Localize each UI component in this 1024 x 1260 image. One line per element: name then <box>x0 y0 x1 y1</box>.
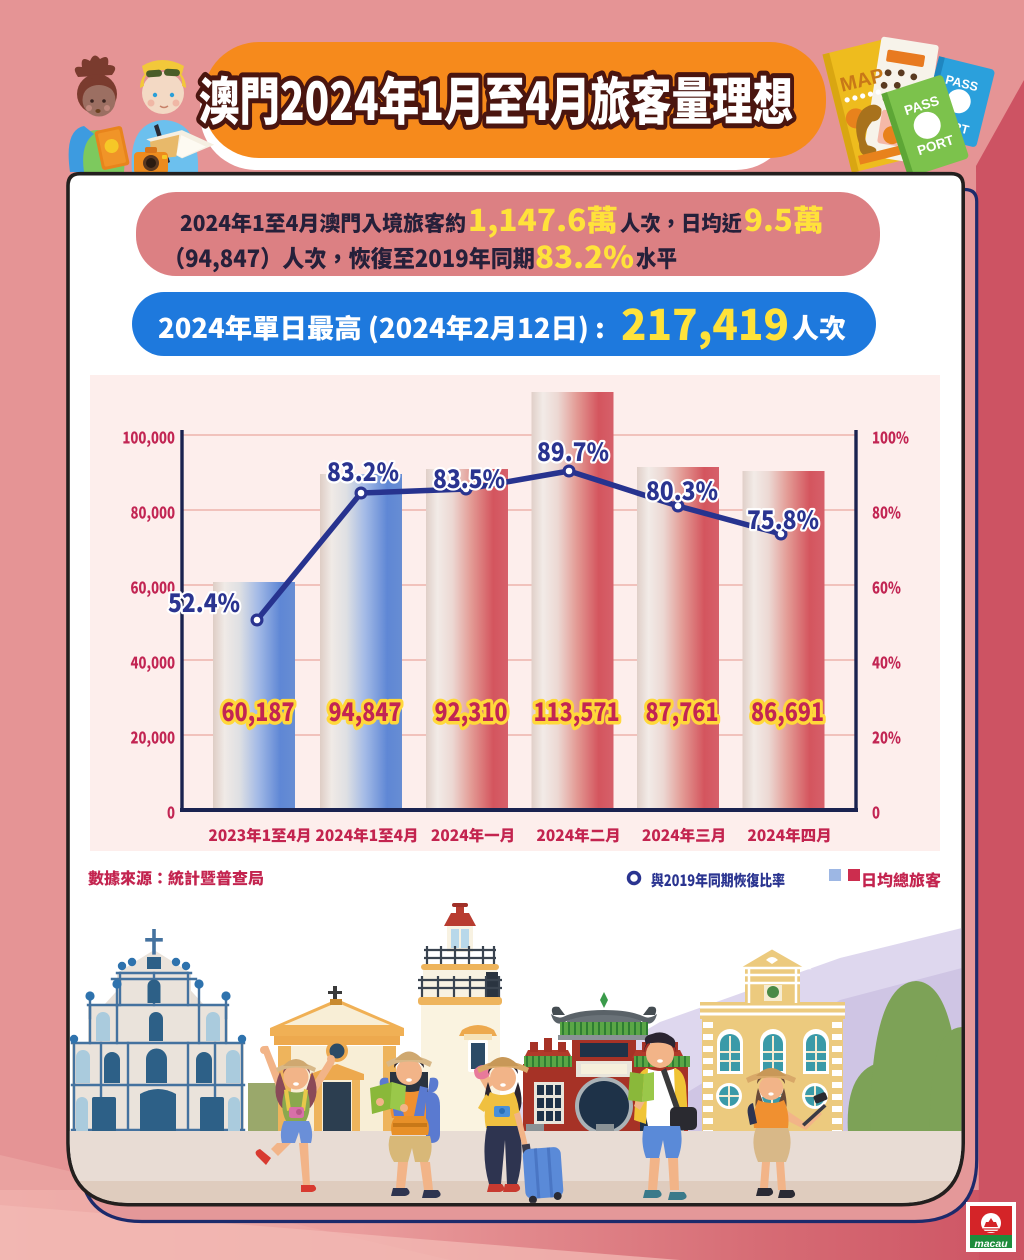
svg-text:macau: macau <box>974 1238 1008 1250</box>
